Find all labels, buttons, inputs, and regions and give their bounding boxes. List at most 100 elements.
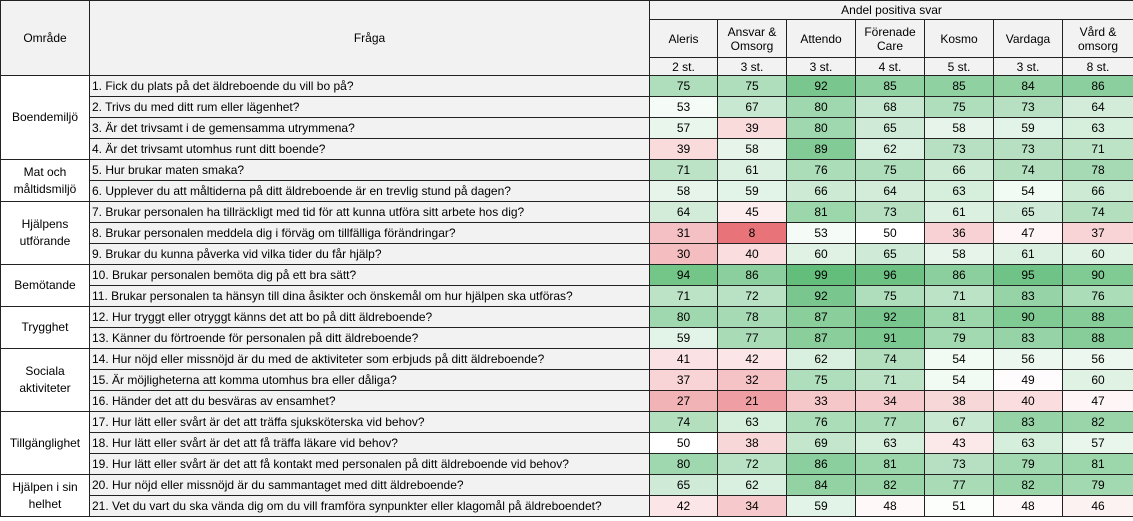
value-cell: 66	[924, 159, 994, 181]
provider-count-header: 3 st.	[786, 57, 856, 76]
value-cell: 78	[1062, 159, 1133, 181]
table-row: 4. Är det trivsamt utomhus runt ditt boe…	[1, 138, 1133, 160]
value-cell: 73	[924, 453, 994, 475]
value-cell: 36	[924, 222, 994, 244]
provider-name-header: Vård & omsorg	[1062, 19, 1133, 58]
table-row: Hjälpen i sin helhet 20. Hur nöjd eller m…	[0, 474, 1133, 517]
value-cell: 85	[855, 75, 925, 97]
value-cell: 21	[717, 390, 787, 412]
value-cell: 58	[649, 180, 718, 202]
question-cell: 4. Är det trivsamt utomhus runt ditt boe…	[89, 138, 650, 160]
table-row: 11. Brukar personalen ta hänsyn till din…	[1, 285, 1133, 307]
value-cell: 77	[855, 411, 925, 433]
question-cell: 5. Hur brukar maten smaka?	[89, 159, 650, 181]
value-cell: 61	[717, 159, 787, 181]
value-cell: 92	[855, 306, 925, 328]
table-row: 13. Känner du förtroende för personalen …	[1, 327, 1133, 349]
value-cell: 85	[924, 75, 994, 97]
provider-count-header: 2 st.	[649, 57, 718, 76]
value-cell: 59	[717, 180, 787, 202]
value-cell: 87	[786, 306, 856, 328]
value-cell: 40	[717, 243, 787, 265]
value-cell: 54	[924, 348, 994, 370]
provider-count-header: 3 st.	[993, 57, 1063, 76]
value-cell: 74	[993, 159, 1063, 181]
value-cell: 63	[855, 432, 925, 454]
value-cell: 80	[786, 117, 856, 139]
positive-share-group-header: Andel positiva svar	[649, 0, 1133, 20]
provider-name-header: Attendo	[786, 19, 856, 58]
value-cell: 73	[855, 201, 925, 223]
value-cell: 64	[1062, 96, 1133, 118]
table-row: 18. Hur lätt eller svårt är det att få t…	[1, 432, 1133, 454]
value-cell: 81	[786, 201, 856, 223]
value-cell: 66	[1062, 180, 1133, 202]
value-cell: 81	[1062, 453, 1133, 475]
value-cell: 64	[855, 180, 925, 202]
value-cell: 82	[1062, 411, 1133, 433]
question-cell: 8. Brukar personalen meddela dig i förvä…	[89, 222, 650, 244]
value-cell: 42	[649, 495, 718, 517]
value-cell: 74	[855, 348, 925, 370]
question-column-header: Fråga	[89, 0, 650, 76]
value-cell: 94	[649, 264, 718, 286]
question-cell: 9. Brukar du kunna påverka vid vilka tid…	[89, 243, 650, 265]
value-cell: 37	[1062, 222, 1133, 244]
question-cell: 3. Är det trivsamt i de gemensamma utrym…	[89, 117, 650, 139]
value-cell: 47	[993, 222, 1063, 244]
provider-name-header: Vardaga	[993, 19, 1063, 58]
value-cell: 46	[1062, 495, 1133, 517]
value-cell: 90	[1062, 264, 1133, 286]
value-cell: 53	[649, 96, 718, 118]
value-cell: 81	[924, 306, 994, 328]
value-cell: 34	[855, 390, 925, 412]
value-cell: 73	[993, 96, 1063, 118]
table-body: Boendemiljö 1. Fick du plats på det äldre…	[0, 75, 1133, 517]
value-cell: 59	[649, 327, 718, 349]
provider-name-row: Aleris Ansvar & Omsorg Attendo Förenade Car…	[1, 19, 1133, 58]
table-row: 16. Händer det att du besväras av ensamh…	[1, 390, 1133, 412]
value-cell: 76	[1062, 285, 1133, 307]
area-cell: Bemötande	[0, 264, 90, 307]
question-cell: 20. Hur nöjd eller missnöjd är du samman…	[89, 474, 650, 496]
value-cell: 86	[717, 264, 787, 286]
value-cell: 77	[924, 474, 994, 496]
question-cell: 15. Är möjligheterna att komma utomhus b…	[89, 369, 650, 391]
value-cell: 63	[924, 180, 994, 202]
value-cell: 58	[924, 117, 994, 139]
table-row: Sociala aktiviteter 14. Hur nöjd eller mi…	[0, 348, 1133, 412]
area-cell: Hjälpen i sin helhet	[0, 474, 90, 517]
value-cell: 40	[993, 390, 1063, 412]
value-cell: 48	[855, 495, 925, 517]
value-cell: 79	[1062, 474, 1133, 496]
value-cell: 75	[649, 75, 718, 97]
value-cell: 48	[993, 495, 1063, 517]
provider-name-header: Aleris	[649, 19, 718, 58]
table-row: Trygghet 12. Hur tryggt eller otryggt kän…	[0, 306, 1133, 349]
value-cell: 86	[786, 453, 856, 475]
value-cell: 88	[1062, 306, 1133, 328]
table-row: 6. Upplever du att måltiderna på ditt äl…	[1, 180, 1133, 202]
value-cell: 60	[1062, 369, 1133, 391]
value-cell: 96	[855, 264, 925, 286]
table-row: 8. Brukar personalen meddela dig i förvä…	[1, 222, 1133, 244]
question-cell: 18. Hur lätt eller svårt är det att få t…	[89, 432, 650, 454]
value-cell: 88	[1062, 327, 1133, 349]
value-cell: 60	[786, 243, 856, 265]
value-cell: 95	[993, 264, 1063, 286]
provider-name-header: Kosmo	[924, 19, 994, 58]
table-row: 2. Trivs du med ditt rum eller lägenhet?…	[1, 96, 1133, 118]
value-cell: 66	[786, 180, 856, 202]
value-cell: 50	[855, 222, 925, 244]
value-cell: 54	[924, 369, 994, 391]
value-cell: 73	[993, 138, 1063, 160]
value-cell: 84	[786, 474, 856, 496]
value-cell: 62	[855, 138, 925, 160]
area-cell: Trygghet	[0, 306, 90, 349]
provider-name-header: Ansvar & Omsorg	[717, 19, 787, 58]
area-cell: Tillgänglighet	[0, 411, 90, 475]
question-cell: 7. Brukar personalen ha tillräckligt med…	[89, 201, 650, 223]
question-cell: 2. Trivs du med ditt rum eller lägenhet?	[89, 96, 650, 118]
value-cell: 54	[993, 180, 1063, 202]
value-cell: 92	[786, 285, 856, 307]
